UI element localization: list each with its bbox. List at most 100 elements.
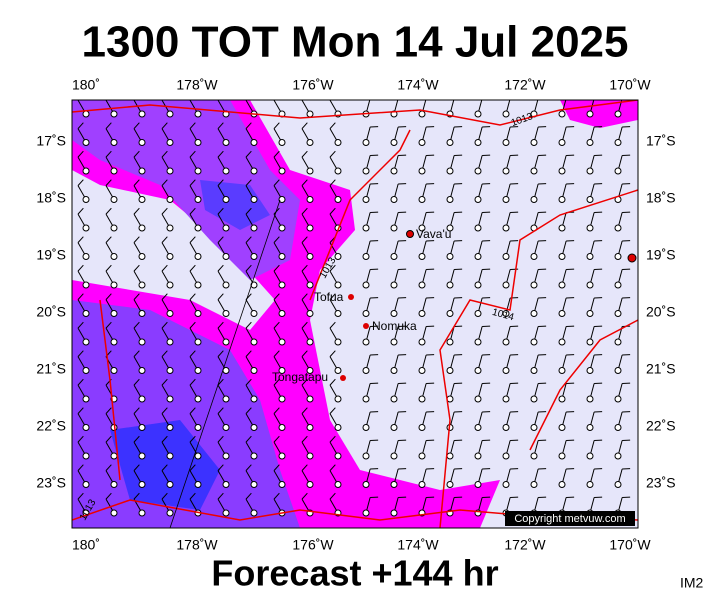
wind-station (614, 253, 622, 260)
wind-barb (329, 122, 336, 129)
wind-station (614, 481, 622, 488)
wind-station (250, 310, 258, 317)
wind-barb (329, 378, 336, 386)
wind-station (166, 110, 174, 118)
wind-station (558, 367, 566, 374)
place-marker (348, 294, 354, 300)
wind-barb (245, 492, 252, 500)
wind-station (82, 367, 90, 374)
wind-barb (217, 293, 224, 300)
wind-station (390, 481, 398, 488)
wind-station (390, 310, 398, 317)
wind-station (558, 110, 566, 118)
wind-station (474, 338, 482, 346)
wind-station (334, 139, 342, 146)
wind-barb (301, 435, 308, 443)
lon-label: 172˚W (504, 537, 546, 553)
lon-label: 178˚W (176, 77, 218, 93)
wind-station (194, 281, 202, 289)
wind-station (530, 281, 538, 289)
wind-station (502, 139, 510, 146)
wind-station (166, 424, 174, 431)
wind-station (250, 253, 258, 260)
wind-station (306, 395, 314, 403)
wind-station (362, 452, 370, 460)
wind-barb (161, 100, 163, 101)
wind-station (278, 281, 286, 289)
wind-station (390, 452, 398, 460)
wind-station (278, 367, 286, 374)
wind-station (110, 167, 118, 175)
wind-station (446, 338, 454, 346)
wind-station (138, 253, 146, 260)
wind-station (334, 196, 342, 203)
wind-barb (189, 435, 196, 443)
wind-barb (77, 435, 84, 443)
wind-barb (133, 321, 140, 329)
wind-station (110, 224, 118, 232)
wind-barb (189, 492, 196, 500)
wind-station (82, 452, 90, 460)
wind-barb (77, 100, 79, 101)
wind-station (82, 338, 90, 346)
wind-station (586, 395, 594, 403)
wind-station (194, 395, 202, 403)
wind-station (82, 167, 90, 175)
wind-barb (273, 100, 275, 101)
wind-barb (301, 378, 308, 386)
wind-station (166, 281, 174, 289)
wind-station (306, 167, 314, 175)
wind-station (418, 395, 426, 403)
wind-station (502, 281, 510, 289)
wind-barb (245, 435, 252, 443)
wind-station (110, 452, 118, 460)
wind-station (586, 367, 594, 374)
wind-barb (189, 464, 196, 471)
wind-barb (77, 492, 84, 500)
lat-label: 22˚S (646, 418, 676, 434)
wind-barb (245, 464, 252, 471)
wind-barb (217, 492, 224, 500)
wind-station (586, 110, 594, 118)
place-marker (406, 230, 414, 238)
wind-station (530, 139, 538, 146)
wind-barb (273, 264, 280, 272)
wind-station (586, 253, 594, 260)
wind-barb (217, 464, 224, 471)
wind-barb (245, 179, 252, 186)
wind-station (194, 452, 202, 460)
wind-station (390, 367, 398, 374)
wind-station (474, 481, 482, 488)
wind-station (194, 367, 202, 374)
wind-barb (189, 100, 191, 101)
wind-barb (161, 464, 168, 471)
wind-barb (133, 179, 140, 186)
wind-station (614, 424, 622, 431)
wind-station (474, 310, 482, 317)
wind-barb (77, 464, 84, 471)
wind-station (82, 224, 90, 232)
wind-barb (161, 179, 168, 186)
wind-station (110, 110, 118, 118)
wind-station (446, 167, 454, 175)
wind-barb (217, 435, 224, 443)
copyright: Copyright metvuw.com (514, 513, 625, 525)
wind-station (222, 424, 230, 431)
wind-station (586, 452, 594, 460)
wind-station (362, 196, 370, 203)
wind-barb (273, 207, 280, 215)
wind-station (82, 281, 90, 289)
wind-barb (301, 350, 308, 357)
wind-station (614, 281, 622, 289)
wind-station (110, 196, 118, 203)
wind-station (334, 310, 342, 317)
wind-station (250, 167, 258, 175)
wind-station (306, 196, 314, 203)
wind-barb (217, 100, 219, 101)
wind-station (418, 367, 426, 374)
lat-label: 17˚S (646, 133, 676, 149)
wind-station (110, 310, 118, 317)
wind-barb (77, 207, 84, 215)
wind-station (166, 196, 174, 203)
wind-station (166, 167, 174, 175)
